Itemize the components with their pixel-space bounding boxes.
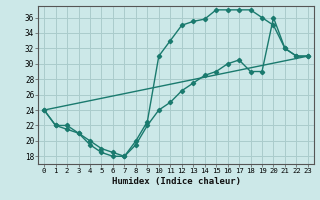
X-axis label: Humidex (Indice chaleur): Humidex (Indice chaleur)	[111, 177, 241, 186]
